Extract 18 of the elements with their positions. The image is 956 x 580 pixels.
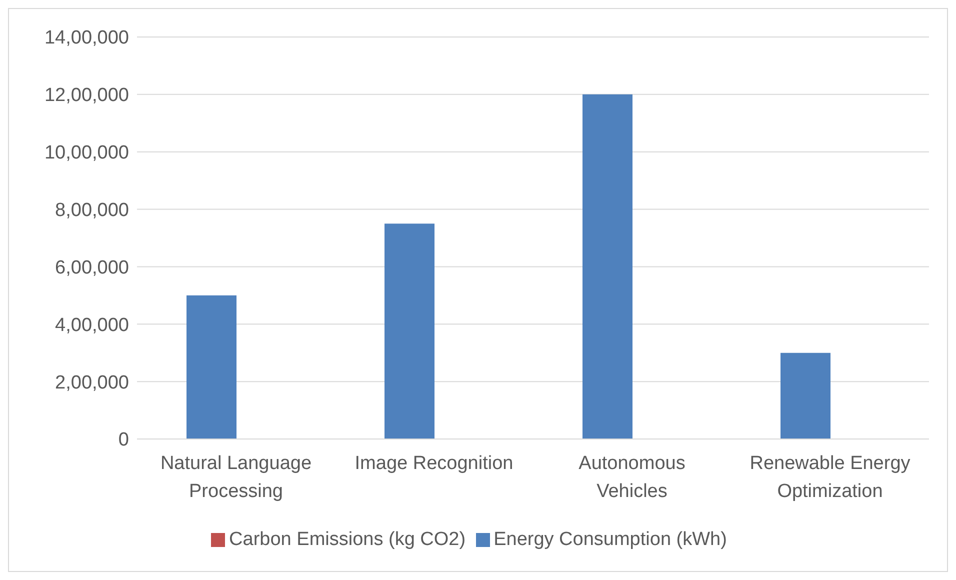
legend-label: Energy Consumption (kWh) <box>494 529 727 550</box>
bar <box>780 352 830 439</box>
y-tick-label: 8,00,000 <box>55 200 129 222</box>
legend-label: Carbon Emissions (kg CO2) <box>229 529 466 550</box>
y-tick-label: 4,00,000 <box>55 314 129 336</box>
x-tick-label: Image Recognition <box>354 453 514 474</box>
y-tick-label: 12,00,000 <box>44 85 129 106</box>
x-tick-label: Renewable Energy Optimization <box>750 453 911 502</box>
bar <box>186 295 236 439</box>
y-tick-label: 0 <box>118 430 129 451</box>
x-tick-label: Natural Language Processing <box>160 453 312 502</box>
bar <box>384 224 434 439</box>
y-tick-label: 2,00,000 <box>55 372 129 394</box>
y-tick-label: 6,00,000 <box>55 257 129 278</box>
y-tick-label: 14,00,000 <box>44 28 129 49</box>
x-tick-label: Autonomous Vehicles <box>578 453 686 502</box>
y-tick-label: 10,00,000 <box>44 142 129 164</box>
bar <box>582 94 632 439</box>
